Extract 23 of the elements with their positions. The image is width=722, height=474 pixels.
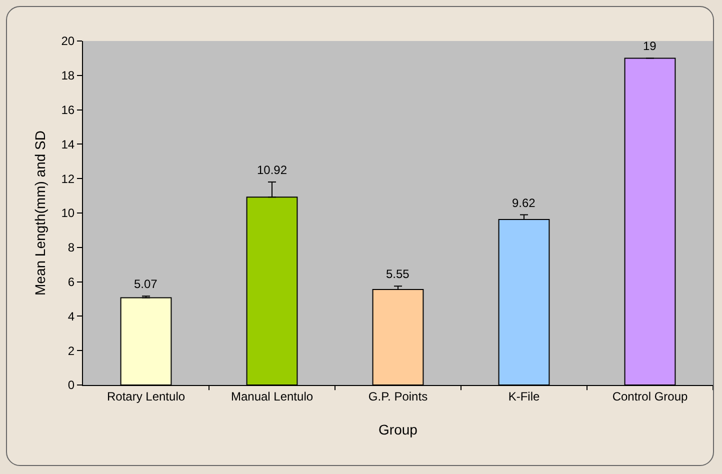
x-axis-title: Group (378, 422, 418, 438)
y-tick-label: 0 (68, 378, 75, 392)
x-tick-label: G.P. Points (368, 389, 428, 404)
y-tick-label: 4 (68, 309, 75, 324)
y-tick-label: 16 (61, 103, 75, 117)
data-label: 10.92 (257, 163, 288, 177)
y-tick-label: 6 (68, 275, 75, 289)
y-tick-label: 18 (61, 68, 75, 83)
x-tick-label: Control Group (612, 389, 688, 404)
y-tick-label: 12 (61, 172, 75, 186)
y-tick-label: 8 (68, 240, 75, 255)
y-tick-label: 20 (61, 34, 75, 48)
x-tick-label: Rotary Lentulo (106, 389, 186, 404)
data-label: 5.07 (134, 277, 158, 291)
data-label: 9.62 (512, 196, 536, 210)
x-tick-label: Manual Lentulo (230, 389, 314, 404)
y-tick-label: 14 (61, 137, 75, 152)
y-axis-title: Mean Length(mm) and SD (32, 130, 48, 296)
x-tick-label: K-File (508, 389, 540, 404)
data-label: 5.55 (386, 267, 410, 281)
data-label: 19 (643, 39, 657, 53)
y-tick-label: 2 (68, 344, 75, 358)
y-tick-label: 10 (61, 206, 75, 220)
